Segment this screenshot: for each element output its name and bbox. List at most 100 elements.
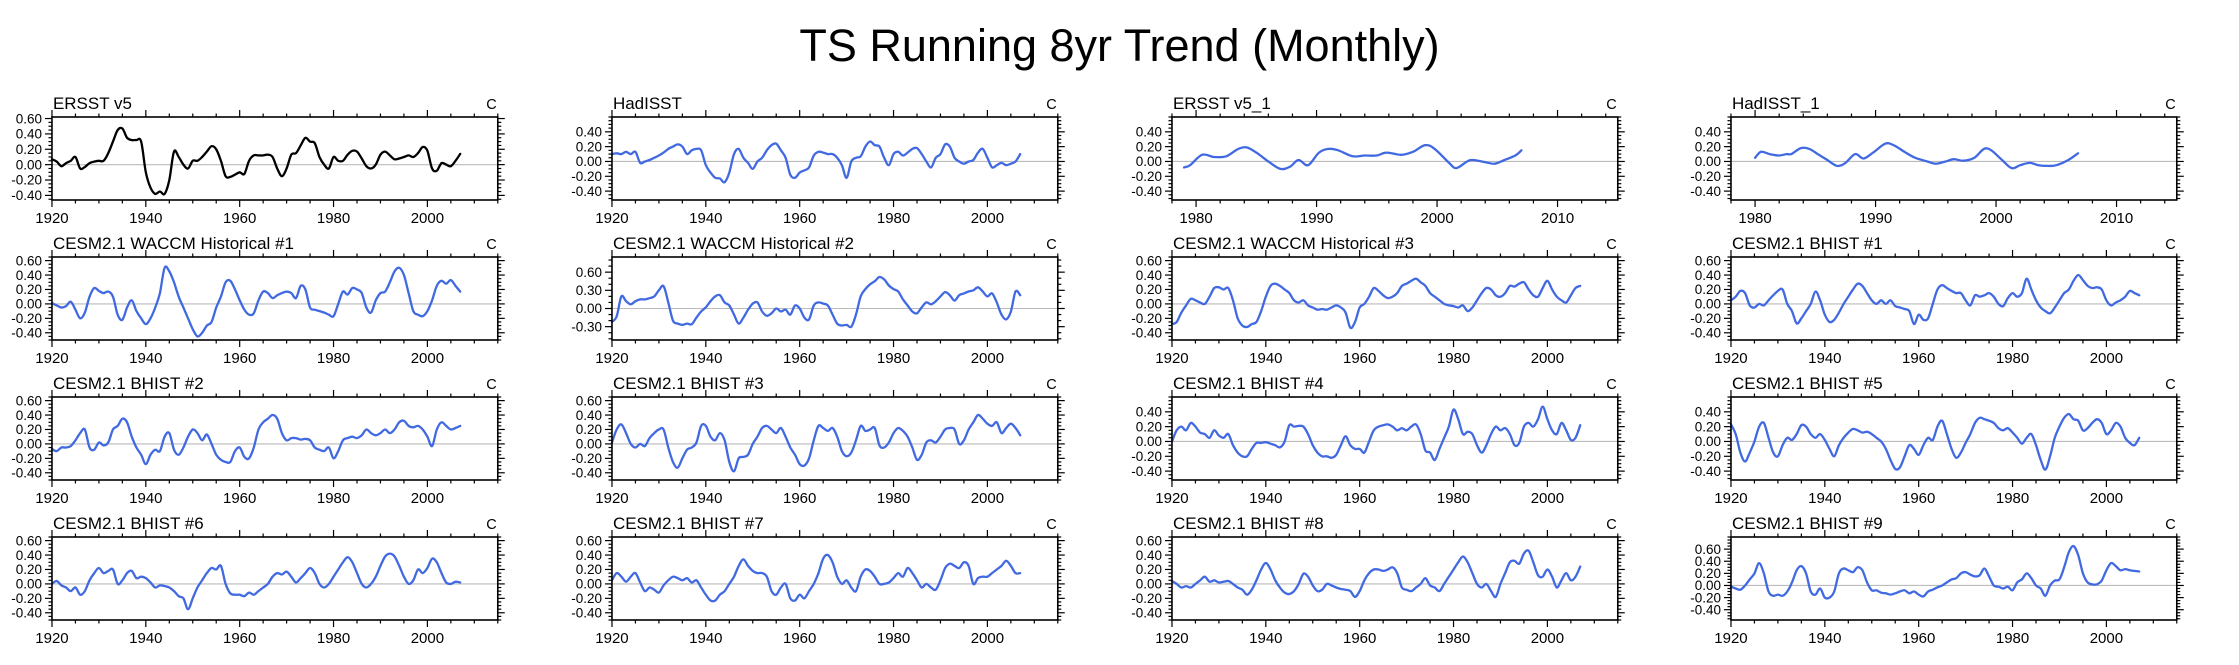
x-tick-label: 1960 <box>783 350 816 367</box>
y-tick-label: 0.60 <box>575 265 601 280</box>
x-tick-label: 1980 <box>877 350 910 367</box>
axis-labels: 0.400.200.00-0.20-0.40 1920 1940 1960 1980 20… <box>1131 374 1617 507</box>
y-tick-label: 0.20 <box>1135 139 1161 154</box>
y-tick-label: 0.60 <box>16 111 42 126</box>
x-tick-label: 2000 <box>1420 210 1453 227</box>
data-line <box>1730 273 2141 326</box>
unit-label: C <box>1046 377 1056 393</box>
x-tick-label: 1940 <box>689 350 722 367</box>
panel-hadisst: 0.400.200.00-0.20-0.40 1920 1940 1960 1980 20… <box>571 94 1065 227</box>
data-line <box>1754 142 2080 170</box>
axis-ticks <box>1724 250 2185 347</box>
data-line <box>610 140 1022 184</box>
x-tick-label: 1920 <box>1155 630 1188 647</box>
panel-title: CESM2.1 BHIST #1 <box>1732 234 1883 253</box>
x-tick-label: 1940 <box>1249 350 1282 367</box>
panel-cesm2-1-bhist-6: 0.600.400.200.00-0.20-0.40 1920 1940 1960 19… <box>11 514 505 647</box>
plot-frame <box>1730 396 2178 481</box>
y-tick-label: -0.20 <box>11 591 42 606</box>
panel-cell: 0.60 0.40 0.20 0.00 -0.20 -0.40 1920 1940 1960 19… <box>0 512 560 652</box>
plot-frame <box>1170 396 1619 481</box>
axis-labels: 0.400.200.00-0.20-0.40 1980 1990 2000 2010 Ha… <box>1690 94 2176 227</box>
panel-cell: 0.40 0.20 0.00 -0.20 -0.40 1920 1940 1960 1980 20… <box>1120 372 1680 512</box>
panel-grid: 0.60 0.40 0.20 0.00 -0.20 -0.40 1920 1940 1960 19… <box>0 92 2239 652</box>
plot-frame <box>1170 536 1619 621</box>
x-tick-label: 1920 <box>595 630 628 647</box>
x-tick-label: 1940 <box>1249 490 1282 507</box>
axis-ticks <box>1164 530 1625 627</box>
panel-title: CESM2.1 BHIST #5 <box>1732 374 1883 393</box>
panel-title: HadISST_1 <box>1732 94 1820 113</box>
x-tick-label: 1940 <box>129 490 162 507</box>
y-tick-label: -0.40 <box>571 466 602 481</box>
panel-cesm2-1-waccm-historical-1: 0.600.400.200.00-0.20-0.40 1920 1940 1960 19… <box>11 234 505 367</box>
x-tick-label: 1940 <box>689 490 722 507</box>
y-tick-label: -0.40 <box>1131 326 1162 341</box>
y-tick-label: 0.20 <box>1695 419 1721 434</box>
y-tick-label: 0.20 <box>16 142 42 157</box>
panel-title: CESM2.1 BHIST #6 <box>53 514 204 533</box>
axis-ticks <box>44 110 505 207</box>
axis-labels: 0.600.400.200.00-0.20-0.40 1920 1940 1960 19… <box>11 94 497 227</box>
y-tick-label: 0.40 <box>575 548 601 563</box>
x-tick-label: 1980 <box>1436 630 1469 647</box>
x-tick-label: 1920 <box>595 350 628 367</box>
panel-cell: 0.60 0.40 0.20 0.00 -0.20 -0.40 1920 1940 1960 19… <box>0 232 560 372</box>
y-tick-label: -0.20 <box>11 451 42 466</box>
x-tick-label: 1940 <box>1249 630 1282 647</box>
panel-cesm2-1-bhist-5: 0.400.200.00-0.20-0.40 1920 1940 1960 1980 20… <box>1690 374 2185 507</box>
data-line <box>1730 412 2141 471</box>
y-tick-label: 0.00 <box>16 297 42 312</box>
y-tick-label: 0.40 <box>575 125 601 140</box>
panel-cesm2-1-bhist-7: 0.600.400.200.00-0.20-0.40 1920 1940 1960 19… <box>571 514 1065 647</box>
plot-frame <box>1170 256 1619 341</box>
x-tick-label: 1920 <box>595 490 628 507</box>
y-tick-label: -0.40 <box>1131 606 1162 621</box>
y-tick-label: -0.40 <box>1131 184 1162 199</box>
panel-cesm2-1-bhist-2: 0.600.400.200.00-0.20-0.40 1920 1940 1960 19… <box>11 374 505 507</box>
axis-labels: 0.400.200.00-0.20-0.40 1920 1940 1960 1980 20… <box>571 94 1057 227</box>
y-tick-label: 0.60 <box>1135 533 1161 548</box>
x-tick-label: 1960 <box>1343 350 1376 367</box>
y-tick-label: -0.20 <box>571 591 602 606</box>
unit-label: C <box>2166 377 2176 393</box>
y-tick-label: -0.40 <box>1131 464 1162 479</box>
y-tick-label: -0.40 <box>11 326 42 341</box>
y-tick-label: -0.20 <box>571 169 602 184</box>
y-tick-label: -0.40 <box>11 466 42 481</box>
panel-title: ERSST v5_1 <box>1172 94 1270 113</box>
axis-labels: 0.600.400.200.00-0.20-0.40 1920 1940 1960 19… <box>11 374 497 507</box>
x-tick-label: 2000 <box>970 630 1003 647</box>
y-tick-label: 0.60 <box>575 533 601 548</box>
y-tick-label: -0.40 <box>1690 326 1721 341</box>
y-tick-label: -0.40 <box>571 606 602 621</box>
x-tick-label: 2000 <box>1530 490 1563 507</box>
x-tick-label: 2000 <box>1980 210 2013 227</box>
x-tick-label: 1960 <box>783 490 816 507</box>
data-line <box>1170 405 1581 462</box>
x-tick-label: 1940 <box>689 630 722 647</box>
x-tick-label: 1980 <box>317 210 350 227</box>
y-tick-label: 0.60 <box>16 533 42 548</box>
y-tick-label: 0.00 <box>1135 434 1161 449</box>
x-tick-label: 1980 <box>1436 350 1469 367</box>
x-tick-label: 2000 <box>2090 350 2123 367</box>
x-tick-label: 2000 <box>970 210 1003 227</box>
data-line <box>1730 544 2141 600</box>
axis-labels: 0.600.400.200.00-0.20-0.40 1920 1940 1960 19… <box>571 374 1057 507</box>
y-tick-label: -0.20 <box>1690 311 1721 326</box>
y-tick-label: -0.20 <box>1690 449 1721 464</box>
unit-label: C <box>2166 517 2176 533</box>
y-tick-label: -0.20 <box>11 311 42 326</box>
x-tick-label: 1980 <box>317 350 350 367</box>
plot-frame <box>1730 536 2178 621</box>
unit-label: C <box>1606 237 1616 253</box>
y-tick-label: 0.40 <box>16 408 42 423</box>
x-tick-label: 2000 <box>970 490 1003 507</box>
panel-hadisst-1: 0.400.200.00-0.20-0.40 1980 1990 2000 2010 Ha… <box>1690 94 2185 227</box>
y-tick-label: 0.20 <box>16 282 42 297</box>
y-tick-label: 0.00 <box>1695 578 1721 593</box>
plot-frame <box>1730 116 2178 201</box>
axis-labels: 0.400.200.00-0.20-0.40 1980 1990 2000 2010 ER… <box>1131 94 1617 227</box>
x-tick-label: 1960 <box>223 630 256 647</box>
